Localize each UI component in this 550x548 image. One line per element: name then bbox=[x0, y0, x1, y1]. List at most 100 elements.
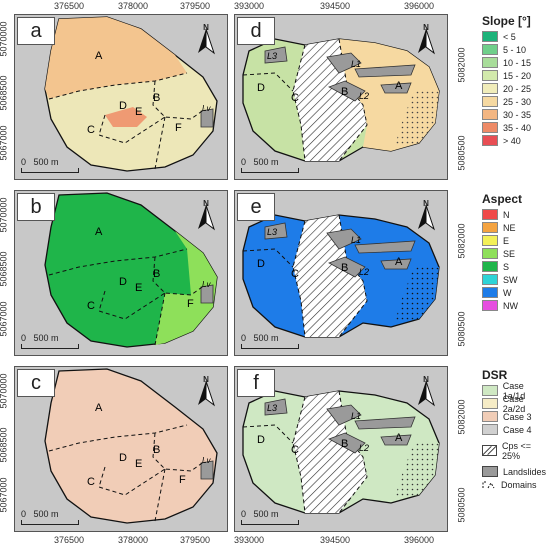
x-tick-bottom-6: 396000 bbox=[404, 535, 435, 545]
x-tick-bottom-3: 379500 bbox=[180, 535, 211, 545]
scale-dist: 500 m bbox=[253, 509, 279, 519]
region-label-d-L1: L1 bbox=[351, 59, 361, 69]
legend-label: 10 - 15 bbox=[503, 57, 532, 68]
legend-item-domains: Domains bbox=[482, 478, 548, 491]
legend-item-slope: 20 - 25 bbox=[482, 82, 548, 95]
legend-swatch bbox=[482, 31, 498, 42]
region-label-b-C: C bbox=[87, 300, 95, 312]
y-tick-e-2: 5080500 bbox=[456, 311, 467, 347]
legend-item-slope: 35 - 40 bbox=[482, 121, 548, 134]
panel-label-b: b bbox=[17, 193, 55, 221]
scale-zero: 0 bbox=[241, 333, 247, 343]
region-label-c-F: F bbox=[179, 474, 186, 486]
legend-swatch bbox=[482, 424, 498, 435]
scale-bar: 0 500 m bbox=[21, 333, 79, 349]
north-arrow-icon: N bbox=[193, 23, 219, 55]
legend-label: NE bbox=[503, 222, 516, 233]
legend-swatch bbox=[482, 122, 498, 133]
legend-item-dsr: Case 2a/2d bbox=[482, 394, 548, 414]
y-tick-a-3: 5067000 bbox=[0, 125, 9, 161]
panel-label-e: e bbox=[237, 193, 275, 221]
legend-item-dsr: Case 4 bbox=[482, 423, 548, 436]
region-label-e-L2: L2 bbox=[359, 267, 369, 277]
north-arrow-icon: N bbox=[193, 199, 219, 231]
region-label-b-Lv: Lv bbox=[202, 280, 211, 289]
legend-swatch bbox=[482, 109, 498, 120]
panel-a-map: A B C D E F Lv bbox=[15, 15, 227, 179]
panel-label-a: a bbox=[17, 17, 55, 45]
legend-swatch bbox=[482, 135, 498, 146]
legend-item-aspect: NW bbox=[482, 299, 548, 312]
legend-swatch bbox=[482, 411, 498, 422]
y-tick-c-1: 5070000 bbox=[0, 373, 9, 409]
region-label-d-L3: L3 bbox=[267, 51, 277, 61]
y-tick-c-3: 5067000 bbox=[0, 477, 9, 513]
region-label-e-L3: L3 bbox=[267, 227, 277, 237]
legend-swatch bbox=[482, 385, 498, 396]
region-label-f-L3: L3 bbox=[267, 403, 277, 413]
legend-item-dsr: Case 1a/1d bbox=[482, 381, 548, 401]
region-label-d-A: A bbox=[395, 80, 403, 92]
north-label: N bbox=[423, 375, 429, 384]
scale-dist: 500 m bbox=[253, 333, 279, 343]
panel-a: A B C D E F Lv a N 0 500 m bbox=[14, 14, 228, 180]
legend-item-aspect: NE bbox=[482, 221, 548, 234]
scale-zero: 0 bbox=[21, 509, 27, 519]
region-label-f-D: D bbox=[257, 434, 265, 446]
legend-label: 15 - 20 bbox=[503, 70, 532, 81]
aspect-legend: Aspect N NE E SE S SW W NW bbox=[482, 192, 548, 312]
y-tick-d-2: 5080500 bbox=[456, 135, 467, 171]
region-label-d-L2: L2 bbox=[359, 91, 369, 101]
legend-swatch bbox=[482, 235, 498, 246]
legend-swatch bbox=[482, 57, 498, 68]
x-tick-bottom-2: 378000 bbox=[118, 535, 149, 545]
north-arrow-icon: N bbox=[413, 199, 439, 231]
legend-swatch bbox=[482, 300, 498, 311]
x-tick-bottom-4: 393000 bbox=[234, 535, 265, 545]
legend-label: < 5 bbox=[503, 31, 516, 42]
legend-domains-label: Domains bbox=[501, 479, 537, 490]
legend-swatch bbox=[482, 44, 498, 55]
region-label-c-E: E bbox=[135, 458, 142, 470]
x-tick-top-2: 378000 bbox=[118, 1, 149, 11]
legend-label: 25 - 30 bbox=[503, 96, 532, 107]
aspect-legend-title: Aspect bbox=[482, 192, 523, 206]
north-label: N bbox=[203, 199, 209, 208]
legend-item-aspect: SE bbox=[482, 247, 548, 260]
y-tick-b-3: 5067000 bbox=[0, 301, 9, 337]
scale-bar: 0 500 m bbox=[241, 157, 299, 173]
legend-swatch bbox=[482, 83, 498, 94]
legend-label: NW bbox=[503, 300, 518, 311]
legend-label: 30 - 35 bbox=[503, 109, 532, 120]
legend-item-slope: > 40 bbox=[482, 134, 548, 147]
region-label-d-D: D bbox=[257, 82, 265, 94]
panel-label-c: c bbox=[17, 369, 55, 397]
dsr-legend: DSR Case 1a/1d Case 2a/2d Case 3 Case 4 Cps… bbox=[482, 368, 548, 491]
y-tick-d-1: 5082000 bbox=[456, 47, 467, 83]
legend-item-aspect: W bbox=[482, 286, 548, 299]
scale-bar: 0 500 m bbox=[21, 157, 79, 173]
scale-zero: 0 bbox=[241, 509, 247, 519]
y-tick-b-2: 5068500 bbox=[0, 251, 9, 287]
legend-item-aspect: S bbox=[482, 260, 548, 273]
region-label-a-E: E bbox=[135, 106, 142, 118]
scale-dist: 500 m bbox=[33, 157, 59, 167]
legend-swatch bbox=[482, 398, 498, 409]
panel-b: A B C D E F Lv b N 0 500 m bbox=[14, 190, 228, 356]
region-label-c-B: B bbox=[153, 444, 160, 456]
y-tick-e-1: 5082000 bbox=[456, 223, 467, 259]
dsr-legend-title: DSR bbox=[482, 368, 508, 382]
legend-swatch bbox=[482, 209, 498, 220]
region-label-a-C: C bbox=[87, 124, 95, 136]
region-label-c-Lv: Lv bbox=[202, 456, 211, 465]
legend-label: 20 - 25 bbox=[503, 83, 532, 94]
region-label-c-A: A bbox=[95, 402, 103, 414]
panel-c: A B C D E F Lv c N 0 500 m bbox=[14, 366, 228, 532]
domain-boundary-icon bbox=[482, 481, 495, 489]
legend-swatch bbox=[482, 287, 498, 298]
region-label-a-D: D bbox=[119, 100, 127, 112]
region-label-a-A: A bbox=[95, 50, 103, 62]
x-tick-top-6: 396000 bbox=[404, 1, 435, 11]
legend-item-aspect: N bbox=[482, 208, 548, 221]
